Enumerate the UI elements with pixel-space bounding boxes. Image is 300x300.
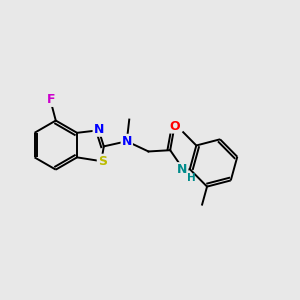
Text: N: N: [122, 135, 132, 148]
Text: S: S: [98, 155, 107, 168]
Text: O: O: [170, 120, 180, 133]
Text: N: N: [94, 123, 104, 136]
Text: F: F: [46, 93, 55, 106]
Text: H: H: [187, 173, 196, 184]
Text: N: N: [177, 163, 188, 176]
